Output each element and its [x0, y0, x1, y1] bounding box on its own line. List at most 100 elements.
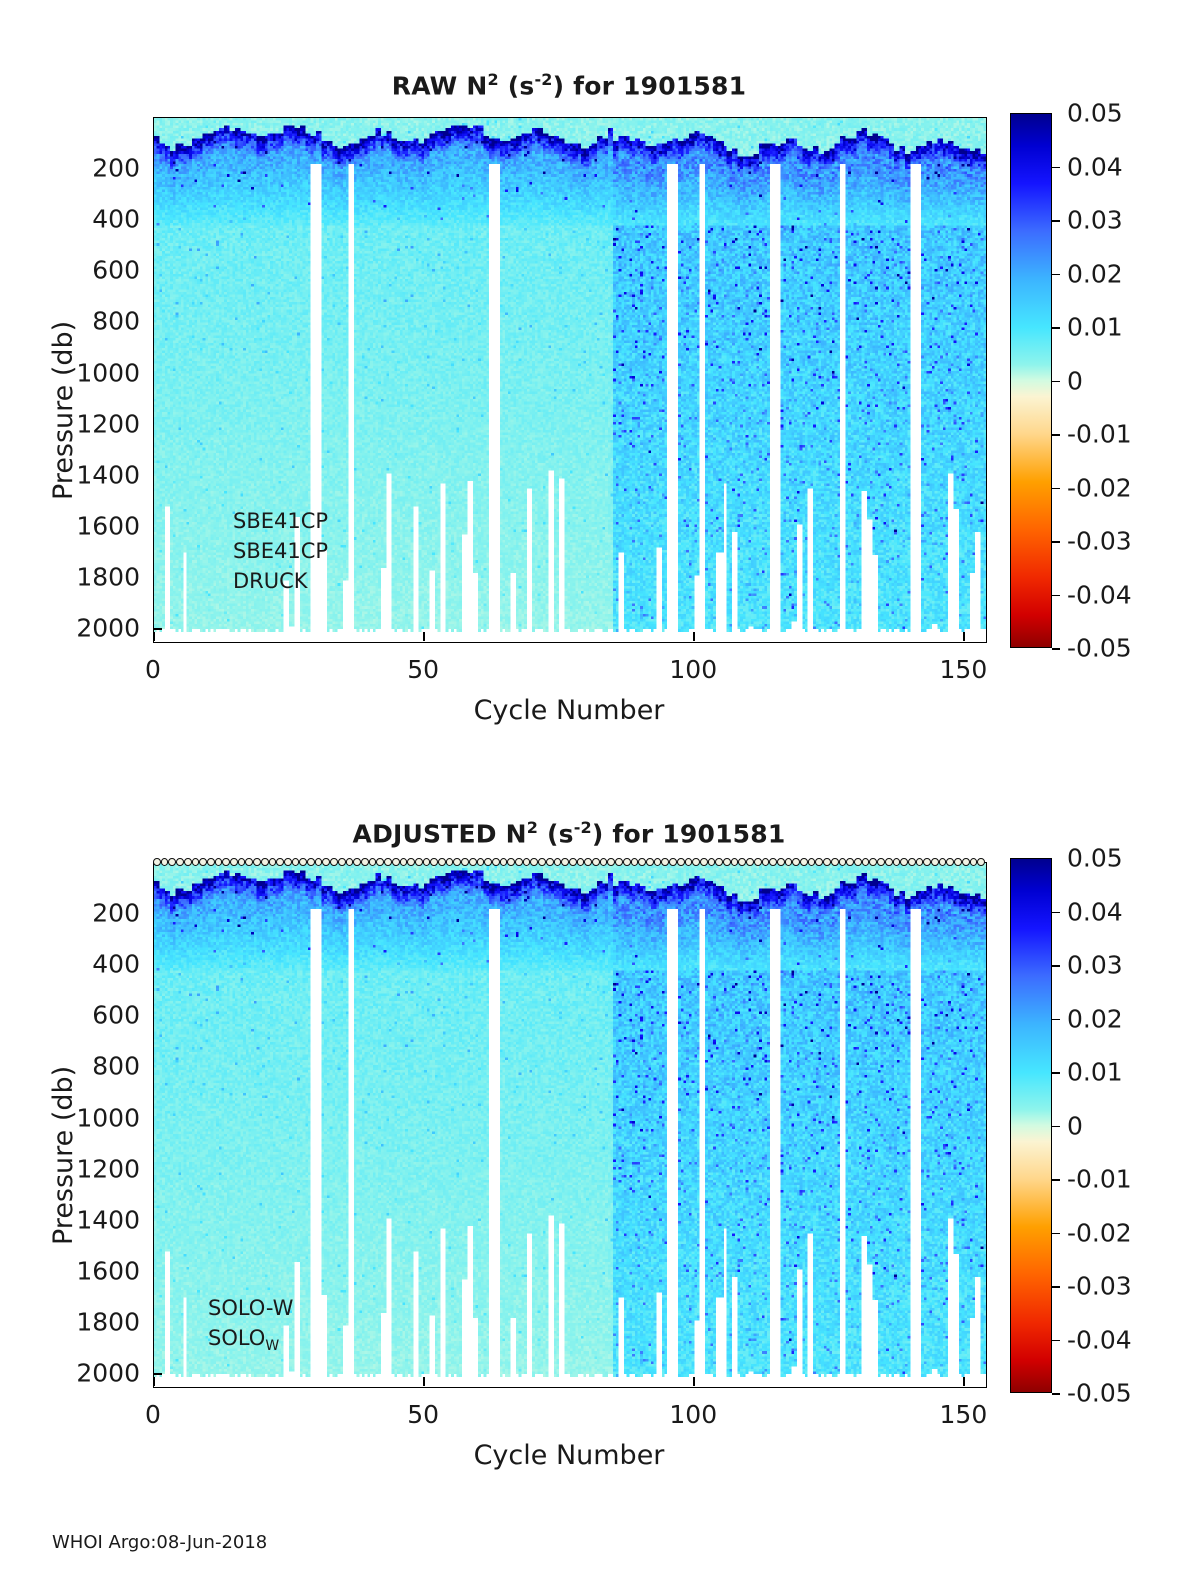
y-axis-tick-label: 600 [92, 255, 140, 285]
y-axis-tick-label: 1200 [76, 1154, 140, 1184]
x-axis-label-adjusted: Cycle Number [473, 1440, 665, 1471]
panel-adjusted-title-mid: (s [538, 819, 574, 849]
y-axis-tick-label: 2000 [76, 613, 140, 643]
panel-adjusted-title: ADJUSTED N2 (s-2) for 1901581 [153, 818, 985, 848]
colorbar-tick-label: 0.05 [1067, 98, 1123, 128]
x-axis-tick-mark [693, 632, 695, 641]
colorbar-tick [1052, 1072, 1060, 1074]
colorbar-tick-label: 0.01 [1067, 312, 1123, 342]
panel-raw-title-exp2: -2 [534, 70, 553, 89]
colorbar-tick [1052, 1125, 1060, 1127]
colorbar-tick-label: -0.05 [1067, 1378, 1132, 1408]
y-axis-tick-label: 600 [92, 1000, 140, 1030]
colorbar-tick [1052, 965, 1060, 967]
colorbar-tick-label: -0.04 [1067, 1325, 1132, 1354]
x-axis-tick-mark [423, 632, 425, 641]
sensor-annotation-raw-line-1: SBE41CP [233, 509, 329, 533]
panel-adjusted-title-main: ADJUSTED N [352, 819, 527, 849]
sensor-annotation-raw-line-3: DRUCK [233, 569, 308, 593]
heatmap-canvas-adjusted [154, 863, 986, 1387]
sensor-annotation-adjusted: SOLO-W SOLOW [208, 1293, 293, 1361]
colorbar-tick-label: 0.02 [1067, 259, 1123, 288]
colorbar-tick [1052, 648, 1060, 650]
x-axis-tick-label: 100 [669, 1400, 718, 1429]
colorbar-tick-label: -0.03 [1067, 1271, 1132, 1301]
x-axis-tick-mark [423, 1377, 425, 1386]
colorbar-tick-label: 0 [1067, 366, 1083, 395]
x-axis-tick-label: 50 [407, 1400, 440, 1429]
colorbar-tick-label: 0.02 [1067, 1004, 1123, 1033]
x-axis-tick-mark [693, 1377, 695, 1386]
colorbar-tick [1052, 1393, 1060, 1395]
y-axis-tick-label: 1000 [76, 1103, 140, 1133]
panel-raw-title-main: RAW N [391, 71, 488, 101]
y-axis-tick-label: 200 [92, 153, 140, 183]
panel-raw-title-mid: (s [498, 71, 535, 101]
colorbar-tick-label: 0.03 [1067, 205, 1123, 235]
colorbar-tick [1052, 1018, 1060, 1020]
colorbar-tick-label: 0 [1067, 1111, 1083, 1140]
y-axis-tick-label: 1000 [76, 358, 140, 388]
y-axis-tick-label: 800 [92, 306, 140, 336]
colorbar-tick-label: -0.05 [1067, 633, 1132, 663]
y-axis-tick-label: 1400 [76, 460, 140, 490]
colorbar-tick [1052, 434, 1060, 436]
colorbar-tick [1052, 1179, 1060, 1181]
x-axis-label-raw: Cycle Number [473, 695, 665, 726]
y-axis-tick-label: 1200 [76, 409, 140, 439]
x-axis-tick-label: 0 [145, 1400, 161, 1429]
panel-adjusted-title-exp1: 2 [526, 818, 539, 837]
y-axis-tick-mark [153, 628, 162, 630]
y-axis-tick-label: 400 [92, 204, 140, 234]
colorbar-tick-label: 0.04 [1067, 152, 1123, 181]
sensor-annotation-raw: SBE41CP SBE41CP DRUCK [233, 506, 328, 596]
colorbar-tick-label: 0.04 [1067, 897, 1123, 926]
panel-adjusted-title-exp2: -2 [573, 818, 592, 837]
panel-raw: RAW N2 (s-2) for 1901581 200 400 600 800 100… [0, 0, 1200, 760]
y-axis-label-adjusted: Pressure (db) [48, 1065, 79, 1245]
x-axis-tick-label: 50 [407, 655, 440, 684]
colorbar-tick [1052, 911, 1060, 913]
colorbar-tick-label: 0.05 [1067, 843, 1123, 873]
y-axis-tick-label: 1400 [76, 1205, 140, 1235]
panel-adjusted-title-end: ) for 1901581 [591, 819, 786, 849]
y-axis-tick-label: 400 [92, 949, 140, 979]
x-axis-tick-label: 100 [669, 655, 718, 684]
x-axis-tick-label: 150 [939, 655, 988, 684]
colorbar-raw [1010, 113, 1052, 648]
x-axis-tick-label: 0 [145, 655, 161, 684]
y-axis-tick-label: 1800 [76, 1307, 140, 1337]
colorbar-tick [1052, 1286, 1060, 1288]
heatmap-plot-adjusted[interactable] [153, 862, 987, 1388]
colorbar-tick [1052, 327, 1060, 329]
sensor-annotation-raw-line-2: SBE41CP [233, 539, 329, 563]
colorbar-tick-label: 0.03 [1067, 950, 1123, 980]
y-axis-tick-label: 2000 [76, 1358, 140, 1388]
colorbar-tick [1052, 541, 1060, 543]
colorbar-tick [1052, 273, 1060, 275]
colorbar-tick [1052, 487, 1060, 489]
colorbar-tick-label: 0.01 [1067, 1057, 1123, 1087]
heatmap-plot-raw[interactable] [153, 117, 987, 643]
y-axis-tick-label: 800 [92, 1051, 140, 1081]
x-axis-tick-mark [963, 632, 965, 641]
sensor-annotation-adjusted-line-2: SOLOW [208, 1326, 280, 1355]
colorbar-tick [1052, 380, 1060, 382]
y-axis-tick-label: 1800 [76, 562, 140, 592]
x-axis-tick-mark [153, 632, 155, 641]
heatmap-canvas-raw [154, 118, 986, 642]
colorbar-adjusted [1010, 858, 1052, 1393]
colorbar-tick [1052, 1232, 1060, 1234]
colorbar-tick [1052, 1339, 1060, 1341]
colorbar-tick-label: -0.04 [1067, 580, 1132, 609]
panel-adjusted: ADJUSTED N2 (s-2) for 1901581 2 0 0 400 600 8… [0, 715, 1200, 1475]
colorbar-tick [1052, 166, 1060, 168]
y-axis-tick-label: 1600 [76, 1256, 140, 1286]
colorbar-tick [1052, 594, 1060, 596]
x-axis-tick-mark [963, 1377, 965, 1386]
colorbar-tick [1052, 220, 1060, 222]
panel-raw-title: RAW N2 (s-2) for 1901581 [153, 70, 985, 100]
y-axis-tick-label: 1600 [76, 511, 140, 541]
panel-raw-title-end: ) for 1901581 [552, 71, 747, 101]
colorbar-tick-label: -0.02 [1067, 1218, 1132, 1247]
